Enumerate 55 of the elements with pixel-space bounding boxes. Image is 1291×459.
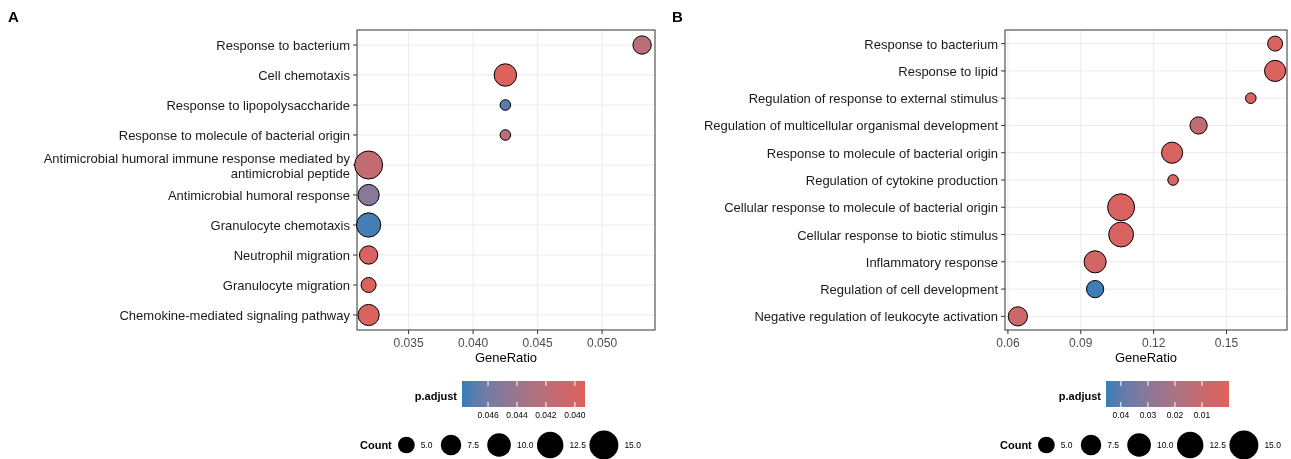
x-tick-label: 0.050	[587, 336, 618, 350]
y-tick-label: Neutrophil migration	[233, 247, 350, 263]
legend-label: 15.0	[1264, 440, 1282, 450]
legend-label: 10.0	[1156, 440, 1174, 450]
color-bar-label: 0.040	[564, 410, 586, 420]
x-tick-label: 0.040	[458, 336, 489, 350]
y-tick-label: Response to bacterium	[864, 36, 998, 52]
legend-label: 5.0	[1060, 440, 1073, 450]
color-bar-label: 0.04	[1112, 410, 1130, 420]
y-tick-label: Response to bacterium	[216, 37, 350, 53]
legend-label: 7.5	[1107, 440, 1120, 450]
color-bar-label: 0.042	[535, 410, 557, 420]
legend-title: Count	[360, 439, 393, 451]
color-bar-label: 0.01	[1193, 410, 1211, 420]
x-tick-label: 0.12	[1141, 336, 1166, 350]
y-tick-label: Regulation of multicellular organismal development	[703, 117, 999, 133]
x-axis-title: GeneRatio	[474, 350, 538, 365]
x-tick-label: 0.09	[1069, 336, 1093, 350]
y-tick-label: Regulation of cytokine production	[805, 172, 998, 188]
x-tick-label: 0.035	[393, 336, 424, 350]
y-tick-label: Response to molecule of bacterial origin	[118, 127, 350, 143]
y-tick-label: Granulocyte chemotaxis	[210, 217, 351, 233]
y-tick-label: Chemokine-mediated signaling pathway	[119, 307, 351, 323]
x-axis-title: GeneRatio	[1114, 350, 1178, 365]
text: B	[672, 8, 683, 25]
y-tick-label: Response to lipopolysaccharide	[166, 97, 350, 113]
y-tick-label: Inflammatory response	[865, 254, 998, 270]
x-tick-label: 0.045	[522, 336, 553, 350]
x-tick-label: 0.06	[996, 336, 1020, 350]
legend-label: 10.0	[516, 440, 534, 450]
legend-label: 7.5	[467, 440, 480, 450]
color-bar-title: p.adjust	[414, 390, 458, 402]
color-bar-title: p.adjust	[1058, 390, 1102, 402]
y-tick-label: Cellular response to biotic stimulus	[797, 227, 999, 243]
legend-label: 12.5	[569, 440, 587, 450]
y-tick-label: Response to molecule of bacterial origin	[766, 145, 998, 161]
x-tick-label: 0.15	[1214, 336, 1239, 350]
color-bar-label: 0.03	[1139, 410, 1157, 420]
y-tick-label: Regulation of cell development	[820, 281, 999, 297]
y-tick-label: Granulocyte migration	[222, 277, 350, 293]
color-bar-label: 0.044	[506, 410, 528, 420]
y-tick-label: Response to lipid	[898, 63, 998, 79]
y-tick-label: Negative regulation of leukocyte activation	[754, 308, 998, 324]
y-tick-label: Antimicrobial humoral response	[167, 187, 350, 203]
legend-label: 12.5	[1209, 440, 1227, 450]
y-tick-label: Antimicrobial humoral immune response mediated by antimicrobial peptide	[43, 150, 351, 180]
legend-label: 5.0	[420, 440, 433, 450]
color-bar-label: 0.046	[477, 410, 499, 420]
y-tick-label: Cell chemotaxis	[258, 67, 351, 83]
legend-title: Count	[1000, 439, 1033, 451]
y-tick-label: Cellular response to molecule of bacterial origin	[724, 199, 998, 215]
text: A	[8, 8, 19, 25]
color-bar-label: 0.02	[1166, 410, 1184, 420]
legend-label: 15.0	[624, 440, 642, 450]
y-tick-label: Regulation of response to external stimulus	[748, 90, 999, 106]
